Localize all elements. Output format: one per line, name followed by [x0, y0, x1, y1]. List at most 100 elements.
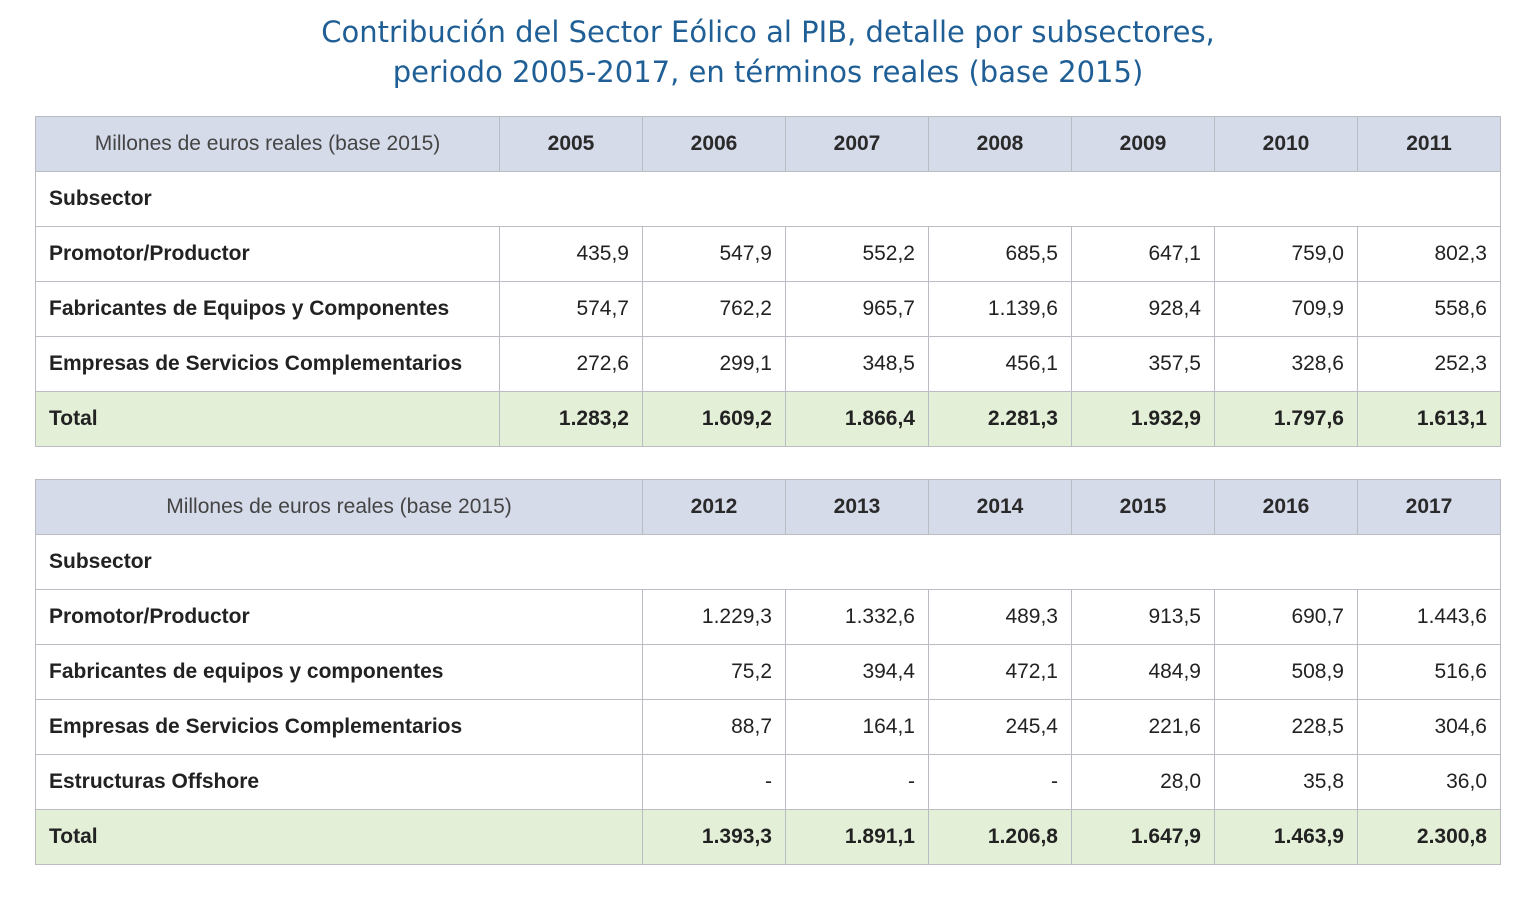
subsector-label: Subsector	[35, 534, 1501, 590]
year-header: 2013	[785, 479, 929, 535]
cell-value: 304,6	[1357, 699, 1501, 755]
row-label: Promotor/Productor	[35, 226, 500, 282]
total-value: 1.891,1	[785, 809, 929, 865]
year-header: 2007	[785, 116, 929, 172]
cell-value: 647,1	[1071, 226, 1215, 282]
table-row: Fabricantes de equipos y componentes 75,…	[35, 644, 1501, 700]
cell-value: 552,2	[785, 226, 929, 282]
title-line-2: periodo 2005-2017, en términos reales (b…	[392, 55, 1144, 89]
table-row: Fabricantes de Equipos y Componentes 574…	[35, 281, 1501, 337]
cell-value: 299,1	[642, 336, 786, 392]
unit-header: Millones de euros reales (base 2015)	[35, 116, 500, 172]
cell-value: 357,5	[1071, 336, 1215, 392]
year-header: 2011	[1357, 116, 1501, 172]
cell-value: 574,7	[499, 281, 643, 337]
year-header: 2015	[1071, 479, 1215, 535]
cell-value: 36,0	[1357, 754, 1501, 810]
unit-header: Millones de euros reales (base 2015)	[35, 479, 643, 535]
total-value: 1.647,9	[1071, 809, 1215, 865]
cell-value: 913,5	[1071, 589, 1215, 645]
cell-value: 1.443,6	[1357, 589, 1501, 645]
row-label: Fabricantes de equipos y componentes	[35, 644, 643, 700]
total-value: 1.609,2	[642, 391, 786, 447]
row-label: Empresas de Servicios Complementarios	[35, 699, 643, 755]
total-value: 1.283,2	[499, 391, 643, 447]
cell-value: 88,7	[642, 699, 786, 755]
total-value: 1.866,4	[785, 391, 929, 447]
cell-value: 252,3	[1357, 336, 1501, 392]
cell-value: 965,7	[785, 281, 929, 337]
table-row: Estructuras Offshore - - - 28,0 35,8 36,…	[35, 754, 1501, 810]
title-line-1: Contribución del Sector Eólico al PIB, d…	[321, 15, 1215, 49]
cell-value: 558,6	[1357, 281, 1501, 337]
total-label: Total	[35, 391, 500, 447]
cell-value: 1.332,6	[785, 589, 929, 645]
table-row: Empresas de Servicios Complementarios 88…	[35, 699, 1501, 755]
cell-value: 472,1	[928, 644, 1072, 700]
year-header: 2010	[1214, 116, 1358, 172]
total-row: Total 1.393,3 1.891,1 1.206,8 1.647,9 1.…	[35, 809, 1501, 865]
total-value: 2.281,3	[928, 391, 1072, 447]
total-label: Total	[35, 809, 643, 865]
table-row: Promotor/Productor 435,9 547,9 552,2 685…	[35, 226, 1501, 282]
header-row: Millones de euros reales (base 2015) 200…	[35, 116, 1501, 172]
cell-value: 272,6	[499, 336, 643, 392]
cell-value: 709,9	[1214, 281, 1358, 337]
year-header: 2012	[642, 479, 786, 535]
cell-value: 164,1	[785, 699, 929, 755]
row-label: Estructuras Offshore	[35, 754, 643, 810]
cell-value: 690,7	[1214, 589, 1358, 645]
cell-value: 1.139,6	[928, 281, 1072, 337]
cell-value: 484,9	[1071, 644, 1215, 700]
table-row: Promotor/Productor 1.229,3 1.332,6 489,3…	[35, 589, 1501, 645]
subsector-label: Subsector	[35, 171, 1501, 227]
cell-value: 508,9	[1214, 644, 1358, 700]
year-header: 2009	[1071, 116, 1215, 172]
cell-value: 228,5	[1214, 699, 1358, 755]
cell-value: 759,0	[1214, 226, 1358, 282]
subsector-row: Subsector	[35, 534, 1501, 590]
gdp-table-2005-2011: Millones de euros reales (base 2015) 200…	[35, 116, 1501, 447]
cell-value: 762,2	[642, 281, 786, 337]
cell-value: 435,9	[499, 226, 643, 282]
cell-value: 245,4	[928, 699, 1072, 755]
total-value: 1.932,9	[1071, 391, 1215, 447]
year-header: 2005	[499, 116, 643, 172]
cell-value: 221,6	[1071, 699, 1215, 755]
cell-value: -	[642, 754, 786, 810]
year-header: 2017	[1357, 479, 1501, 535]
cell-value: 28,0	[1071, 754, 1215, 810]
total-value: 2.300,8	[1357, 809, 1501, 865]
cell-value: 35,8	[1214, 754, 1358, 810]
cell-value: 547,9	[642, 226, 786, 282]
cell-value: 928,4	[1071, 281, 1215, 337]
cell-value: 802,3	[1357, 226, 1501, 282]
cell-value: 1.229,3	[642, 589, 786, 645]
cell-value: 456,1	[928, 336, 1072, 392]
total-value: 1.613,1	[1357, 391, 1501, 447]
cell-value: 685,5	[928, 226, 1072, 282]
row-label: Fabricantes de Equipos y Componentes	[35, 281, 500, 337]
total-value: 1.797,6	[1214, 391, 1358, 447]
cell-value: -	[928, 754, 1072, 810]
total-value: 1.206,8	[928, 809, 1072, 865]
total-value: 1.463,9	[1214, 809, 1358, 865]
row-label: Empresas de Servicios Complementarios	[35, 336, 500, 392]
year-header: 2014	[928, 479, 1072, 535]
cell-value: -	[785, 754, 929, 810]
year-header: 2016	[1214, 479, 1358, 535]
cell-value: 489,3	[928, 589, 1072, 645]
gdp-table-2012-2017: Millones de euros reales (base 2015) 201…	[35, 479, 1501, 865]
cell-value: 328,6	[1214, 336, 1358, 392]
cell-value: 75,2	[642, 644, 786, 700]
page-title: Contribución del Sector Eólico al PIB, d…	[0, 12, 1536, 92]
cell-value: 516,6	[1357, 644, 1501, 700]
header-row: Millones de euros reales (base 2015) 201…	[35, 479, 1501, 535]
table-row: Empresas de Servicios Complementarios 27…	[35, 336, 1501, 392]
subsector-row: Subsector	[35, 171, 1501, 227]
total-row: Total 1.283,2 1.609,2 1.866,4 2.281,3 1.…	[35, 391, 1501, 447]
cell-value: 348,5	[785, 336, 929, 392]
year-header: 2008	[928, 116, 1072, 172]
total-value: 1.393,3	[642, 809, 786, 865]
cell-value: 394,4	[785, 644, 929, 700]
